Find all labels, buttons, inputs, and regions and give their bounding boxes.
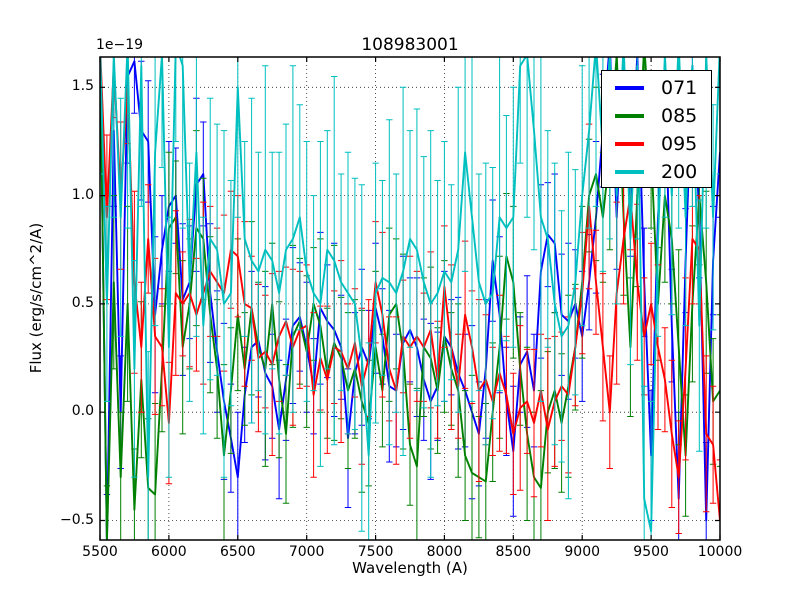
- y-tick-label-1.5: 1.5: [71, 78, 94, 95]
- series-200: [100, 57, 720, 540]
- legend-label-085: 085: [661, 104, 698, 127]
- x-tick-label-6500: 6500: [219, 544, 256, 560]
- legend-row-095: 095: [602, 130, 711, 158]
- x-tick-label-5500: 5500: [82, 544, 118, 560]
- y-tick-label-0.5: 0.5: [71, 294, 94, 311]
- legend-line-icon-200: [615, 170, 644, 174]
- legend-label-200: 200: [661, 160, 698, 183]
- legend-row-200: 200: [602, 158, 711, 186]
- y-tick-label-0.0: 0.0: [71, 403, 94, 420]
- x-tick-label-8000: 8000: [426, 544, 463, 560]
- x-tick-label-6000: 6000: [151, 544, 187, 560]
- x-tick-label-7000: 7000: [288, 544, 325, 560]
- legend-line-icon-071: [615, 86, 644, 90]
- series-200-line: [100, 57, 720, 533]
- x-tick-label-7500: 7500: [357, 544, 394, 560]
- x-tick-label-10000: 10000: [697, 544, 743, 560]
- legend: 071 085 095 200: [601, 70, 712, 188]
- legend-label-095: 095: [661, 132, 698, 155]
- legend-label-071: 071: [661, 76, 698, 99]
- legend-line-icon-085: [615, 114, 644, 118]
- x-tick-label-8500: 8500: [495, 544, 532, 560]
- x-tick-label-9000: 9000: [564, 544, 601, 560]
- legend-line-icon-095: [615, 142, 644, 146]
- legend-row-085: 085: [602, 102, 711, 130]
- y-axis-offset-text: 1e−19: [96, 37, 144, 53]
- plot-border: [99, 56, 721, 541]
- x-axis-label: Wavelength (A): [352, 559, 468, 577]
- chart-title: 108983001: [361, 35, 459, 55]
- x-tick-label-9500: 9500: [633, 544, 669, 560]
- legend-row-071: 071: [602, 74, 711, 102]
- y-tick-label-−0.5: −0.5: [60, 511, 94, 528]
- y-tick-label-1.0: 1.0: [71, 186, 94, 203]
